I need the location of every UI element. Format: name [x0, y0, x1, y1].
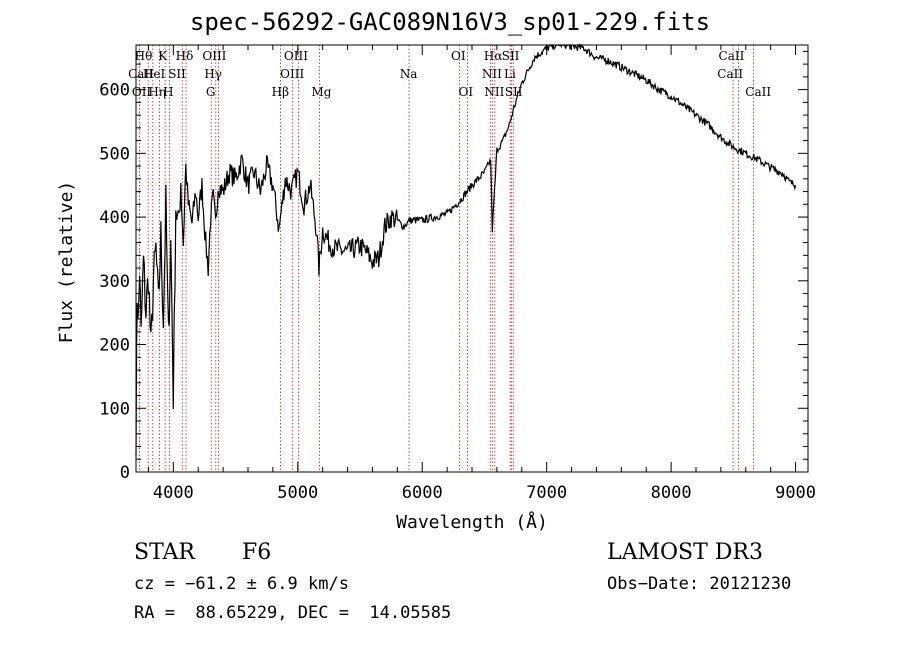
line-label: Hδ — [176, 49, 194, 63]
line-label: CaII — [745, 85, 771, 99]
x-tick-label: 9000 — [775, 483, 816, 503]
line-label: Hη — [148, 85, 166, 99]
y-axis-label: Flux (relative) — [56, 181, 77, 344]
x-axis-label: Wavelength (Å) — [396, 511, 548, 533]
coordinates: RA = 88.65229, DEC = 14.05585 — [134, 603, 452, 623]
line-label: CaII — [719, 49, 745, 63]
line-label: Mg — [311, 85, 331, 99]
line-label: OIII — [202, 49, 226, 63]
y-tick-label: 100 — [99, 399, 130, 419]
y-tick-label: 300 — [99, 272, 130, 292]
line-label: CaII — [717, 67, 743, 81]
spectrum-line — [135, 43, 797, 457]
y-tick-label: 600 — [99, 81, 130, 101]
line-label: Hβ — [272, 85, 289, 99]
object-subclass: F6 — [242, 540, 272, 565]
line-label: G — [206, 85, 216, 99]
line-label: NII — [484, 85, 504, 99]
y-axis-ticks: 0 100 200 300 400 500 600 — [99, 50, 808, 483]
line-label: SII — [502, 49, 520, 63]
line-label: OIII — [284, 49, 308, 63]
x-axis-ticks: 4000 5000 6000 7000 8000 9000 — [147, 45, 816, 503]
line-label: NII — [482, 67, 502, 81]
x-tick-label: 7000 — [526, 483, 567, 503]
line-label: CaII — [128, 67, 154, 81]
line-label: Hα — [484, 49, 503, 63]
x-tick-label: 5000 — [277, 483, 318, 503]
plot-frame — [135, 44, 809, 473]
x-tick-label: 8000 — [651, 483, 692, 503]
line-label: HeI — [143, 67, 166, 81]
line-label: OI — [458, 85, 473, 99]
survey-name: LAMOST DR3 — [607, 540, 763, 565]
line-label: OI — [451, 49, 466, 63]
observation-date: Obs−Date: 20121230 — [607, 574, 792, 594]
y-tick-label: 500 — [99, 144, 130, 164]
y-tick-label: 200 — [99, 336, 130, 356]
emission-line-markers — [138, 45, 754, 472]
x-tick-label: 6000 — [402, 483, 443, 503]
line-label: Na — [400, 67, 418, 81]
line-label: Li — [504, 67, 516, 81]
line-label: OIII — [280, 67, 304, 81]
line-label: Hγ — [204, 67, 222, 81]
redshift-velocity: cz = −61.2 ± 6.9 km/s — [134, 574, 349, 594]
line-label: OII — [132, 85, 152, 99]
line-label: SII — [168, 67, 186, 81]
line-label: H — [163, 85, 173, 99]
line-label: Hθ — [135, 49, 153, 63]
y-tick-label: 400 — [99, 208, 130, 228]
object-class: STAR — [134, 540, 195, 565]
line-label: K — [158, 49, 168, 63]
chart-title: spec-56292-GAC089N16V3_sp01-229.fits — [189, 8, 711, 36]
y-tick-label: 0 — [120, 463, 130, 483]
line-label: SII — [505, 85, 523, 99]
x-tick-label: 4000 — [153, 483, 194, 503]
